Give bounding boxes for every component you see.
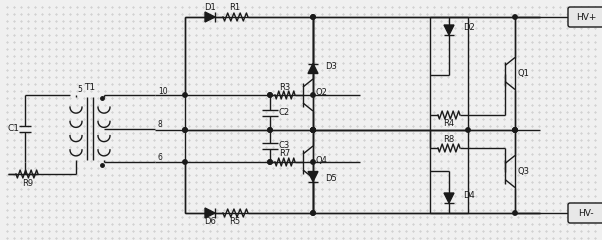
Text: 10: 10: [158, 86, 168, 96]
Text: C3: C3: [278, 142, 290, 150]
Circle shape: [311, 128, 315, 132]
Circle shape: [268, 128, 272, 132]
Text: R8: R8: [444, 134, 455, 144]
Text: R1: R1: [229, 4, 241, 12]
Text: D2: D2: [463, 24, 475, 32]
FancyBboxPatch shape: [568, 203, 602, 223]
Circle shape: [183, 128, 187, 132]
Polygon shape: [308, 64, 318, 73]
Circle shape: [311, 211, 315, 215]
Text: D4: D4: [463, 192, 475, 200]
Text: Q4: Q4: [315, 156, 327, 164]
Text: 8: 8: [158, 120, 163, 129]
Circle shape: [268, 160, 272, 164]
Circle shape: [311, 15, 315, 19]
Text: 5: 5: [78, 85, 82, 95]
Circle shape: [183, 160, 187, 164]
Text: HV-: HV-: [578, 209, 594, 217]
Text: R9: R9: [22, 179, 34, 187]
Circle shape: [513, 211, 517, 215]
Text: 6: 6: [158, 154, 163, 162]
Polygon shape: [205, 12, 215, 22]
Text: Q2: Q2: [315, 89, 327, 97]
Circle shape: [268, 128, 272, 132]
Circle shape: [268, 93, 272, 97]
Circle shape: [513, 128, 517, 132]
Circle shape: [183, 128, 187, 132]
Text: Q3: Q3: [517, 167, 529, 176]
Circle shape: [268, 160, 272, 164]
Text: HV+: HV+: [576, 12, 596, 22]
Text: C2: C2: [279, 108, 290, 117]
Circle shape: [311, 160, 315, 164]
Text: R4: R4: [444, 120, 455, 128]
Polygon shape: [205, 208, 215, 218]
Text: D6: D6: [204, 217, 216, 227]
Circle shape: [513, 128, 517, 132]
Text: R3: R3: [279, 83, 291, 91]
Circle shape: [311, 93, 315, 97]
Text: C1: C1: [8, 124, 20, 133]
Polygon shape: [444, 193, 454, 203]
Text: R7: R7: [279, 150, 291, 158]
Circle shape: [311, 128, 315, 132]
Text: Q1: Q1: [517, 69, 529, 78]
Polygon shape: [308, 172, 318, 181]
Text: T1: T1: [84, 84, 96, 92]
Circle shape: [466, 128, 470, 132]
Circle shape: [513, 128, 517, 132]
Circle shape: [311, 15, 315, 19]
Text: D5: D5: [325, 174, 337, 183]
Text: D3: D3: [325, 62, 337, 71]
Circle shape: [513, 15, 517, 19]
Circle shape: [311, 128, 315, 132]
Text: D1: D1: [204, 4, 216, 12]
Circle shape: [183, 93, 187, 97]
Circle shape: [268, 93, 272, 97]
Circle shape: [311, 128, 315, 132]
Circle shape: [311, 128, 315, 132]
Circle shape: [311, 211, 315, 215]
FancyBboxPatch shape: [568, 7, 602, 27]
Text: R5: R5: [229, 217, 241, 227]
Polygon shape: [444, 25, 454, 35]
